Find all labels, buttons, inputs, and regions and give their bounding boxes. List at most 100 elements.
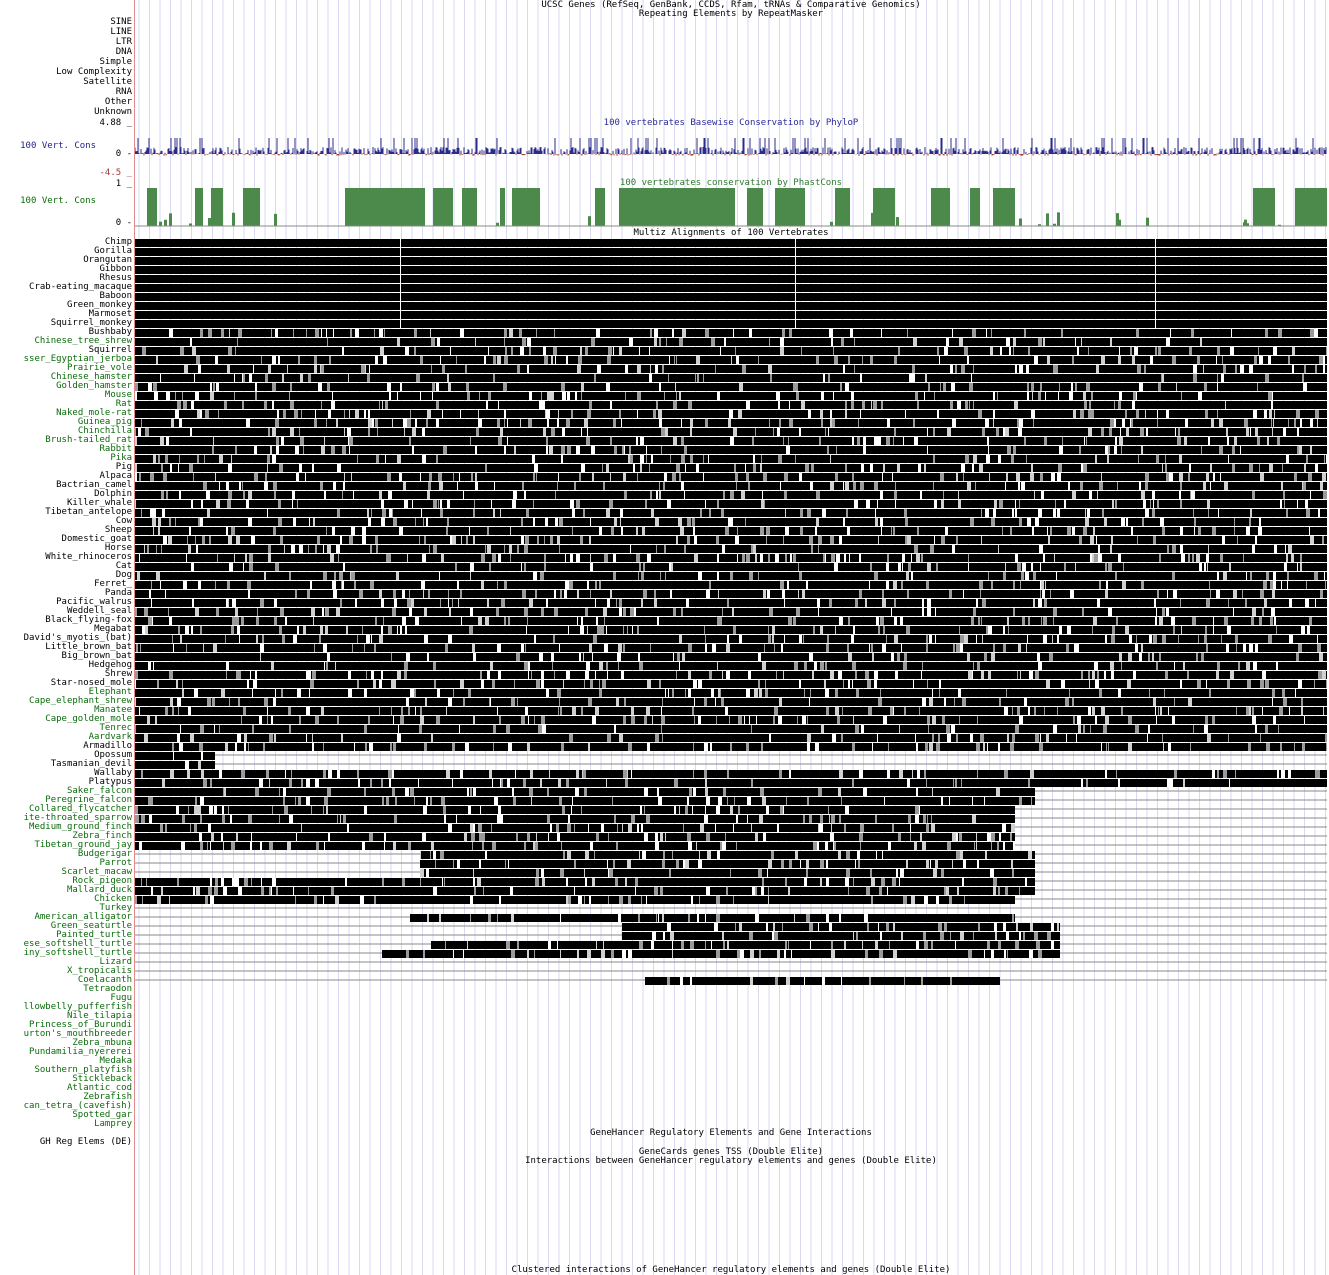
species-label[interactable]: Princess_of_Burundi: [29, 1020, 132, 1030]
genecards-tss-track-title[interactable]: GeneCards genes TSS (Double Elite): [638, 1147, 824, 1157]
clustered-interactions-track-title[interactable]: Clustered interactions of GeneHancer reg…: [511, 1265, 951, 1275]
phylop-track-label[interactable]: 100 Vert. Cons: [20, 141, 96, 151]
species-label[interactable]: David's_myotis_(bat): [23, 633, 132, 643]
species-label[interactable]: Painted_turtle: [56, 930, 132, 940]
species-label[interactable]: Rat: [115, 399, 132, 409]
species-label[interactable]: Southern_platyfish: [34, 1065, 132, 1075]
repeatmasker-track-title[interactable]: Repeating Elements by RepeatMasker: [638, 9, 824, 19]
species-label[interactable]: Zebrafish: [83, 1092, 132, 1102]
species-label[interactable]: Armadillo: [83, 741, 132, 751]
species-label[interactable]: Crab-eating_macaque: [29, 282, 132, 292]
species-label[interactable]: Tenrec: [99, 723, 132, 733]
species-label[interactable]: Cat: [115, 561, 132, 571]
species-label[interactable]: Little_brown_bat: [45, 642, 132, 652]
species-label[interactable]: sser_Egyptian_jerboa: [23, 354, 132, 364]
species-label[interactable]: Star-nosed_mole: [50, 678, 132, 688]
species-label[interactable]: Atlantic_cod: [66, 1083, 132, 1093]
species-label[interactable]: Rabbit: [99, 444, 132, 454]
species-label[interactable]: Orangutan: [83, 255, 132, 265]
ucsc-genes-track-title[interactable]: UCSC Genes (RefSeq, GenBank, CCDS, Rfam,…: [541, 0, 921, 10]
species-label[interactable]: urton's_mouthbreeder: [23, 1029, 132, 1039]
genehancer-track-label[interactable]: GH Reg Elems (DE): [39, 1137, 132, 1147]
species-label[interactable]: Gibbon: [99, 264, 132, 274]
species-label[interactable]: Nile_tilapia: [66, 1011, 132, 1021]
species-label[interactable]: Platypus: [88, 777, 132, 787]
species-label[interactable]: X_tropicalis: [66, 966, 132, 976]
species-label[interactable]: Mallard_duck: [66, 885, 132, 895]
species-label[interactable]: Pika: [110, 453, 132, 463]
species-label[interactable]: Budgerigar: [77, 849, 132, 859]
species-label[interactable]: Chinese_hamster: [50, 372, 132, 382]
species-label[interactable]: Mouse: [104, 390, 132, 400]
species-label[interactable]: Tasmanian_devil: [50, 759, 132, 769]
species-label[interactable]: Squirrel: [88, 345, 132, 355]
species-label[interactable]: Gorilla: [94, 246, 132, 256]
species-label[interactable]: Baboon: [99, 291, 132, 301]
species-label[interactable]: Rock_pigeon: [72, 876, 132, 886]
species-label[interactable]: Horse: [104, 543, 132, 553]
species-label[interactable]: Parrot: [99, 858, 132, 868]
species-label[interactable]: Rhesus: [99, 273, 132, 283]
species-label[interactable]: Peregrine_falcon: [45, 795, 132, 805]
species-label[interactable]: Spotted_gar: [72, 1110, 132, 1120]
species-label[interactable]: Shrew: [104, 669, 132, 679]
species-label[interactable]: Cape_golden_mole: [45, 714, 132, 724]
species-label[interactable]: Dolphin: [94, 489, 132, 499]
species-label[interactable]: Opossum: [94, 750, 132, 760]
species-label[interactable]: Dog: [115, 570, 132, 580]
species-label[interactable]: Medaka: [99, 1056, 132, 1066]
species-label[interactable]: Pig: [115, 462, 132, 472]
species-label[interactable]: Scarlet_macaw: [61, 867, 132, 877]
species-label[interactable]: Big_brown_bat: [61, 651, 132, 661]
species-label[interactable]: Wallaby: [94, 768, 132, 778]
species-label[interactable]: Golden_hamster: [56, 381, 132, 391]
species-label[interactable]: Green_seaturtle: [50, 921, 132, 931]
species-label[interactable]: Guinea_pig: [77, 417, 132, 427]
species-label[interactable]: Ferret_: [94, 579, 132, 589]
species-label[interactable]: Bactrian_camel: [56, 480, 132, 490]
species-label[interactable]: Panda: [104, 588, 132, 598]
species-label[interactable]: Hedgehog: [88, 660, 132, 670]
species-label[interactable]: Weddell_seal: [66, 606, 132, 616]
species-label[interactable]: Zebra_finch: [72, 831, 132, 841]
species-label[interactable]: Pacific_walrus: [56, 597, 132, 607]
species-label[interactable]: Stickleback: [72, 1074, 132, 1084]
species-label[interactable]: Chinchilla: [77, 426, 132, 436]
species-label[interactable]: Bushbaby: [88, 327, 132, 337]
species-label[interactable]: Killer_whale: [66, 498, 132, 508]
species-label[interactable]: Megabat: [94, 624, 132, 634]
species-label[interactable]: Coelacanth: [77, 975, 132, 985]
species-label[interactable]: Tibetan_antelope: [45, 507, 132, 517]
species-label[interactable]: Chicken: [94, 894, 132, 904]
species-label[interactable]: Chimp: [104, 237, 132, 247]
species-label[interactable]: Black_flying-fox: [45, 615, 132, 625]
species-label[interactable]: White_rhinoceros: [45, 552, 132, 562]
species-label[interactable]: can_tetra_(cavefish): [23, 1101, 132, 1111]
species-label[interactable]: Zebra_mbuna: [72, 1038, 132, 1048]
genehancer-track-title[interactable]: GeneHancer Regulatory Elements and Gene …: [590, 1128, 872, 1138]
species-label[interactable]: Elephant: [88, 687, 132, 697]
species-label[interactable]: llowbelly_pufferfish: [23, 1002, 132, 1012]
phylop-track-title[interactable]: 100 vertebrates Basewise Conservation by…: [603, 118, 859, 128]
interactions-track-title[interactable]: Interactions between GeneHancer regulato…: [525, 1156, 937, 1166]
species-label[interactable]: Aardvark: [88, 732, 132, 742]
species-label[interactable]: Tetraodon: [83, 984, 132, 994]
species-label[interactable]: Squirrel_monkey: [50, 318, 132, 328]
species-label[interactable]: Turkey: [99, 903, 132, 913]
species-label[interactable]: Tibetan_ground_jay: [34, 840, 132, 850]
species-label[interactable]: Pundamilia_nyererei: [29, 1047, 132, 1057]
species-label[interactable]: Naked_mole-rat: [56, 408, 132, 418]
species-label[interactable]: American_alligator: [34, 912, 132, 922]
species-label[interactable]: Saker_falcon: [66, 786, 132, 796]
species-label[interactable]: Medium_ground_finch: [29, 822, 132, 832]
species-label[interactable]: Prairie_vole: [66, 363, 132, 373]
species-label[interactable]: Sheep: [104, 525, 132, 535]
species-label[interactable]: Green_monkey: [66, 300, 132, 310]
species-label[interactable]: Manatee: [94, 705, 132, 715]
species-label[interactable]: Domestic_goat: [61, 534, 132, 544]
species-label[interactable]: ese_softshell_turtle: [23, 939, 132, 949]
species-label[interactable]: Fugu: [110, 993, 132, 1003]
species-label[interactable]: ite-throated_sparrow: [23, 813, 132, 823]
species-label[interactable]: Cape_elephant_shrew: [29, 696, 132, 706]
species-label[interactable]: Cow: [115, 516, 132, 526]
